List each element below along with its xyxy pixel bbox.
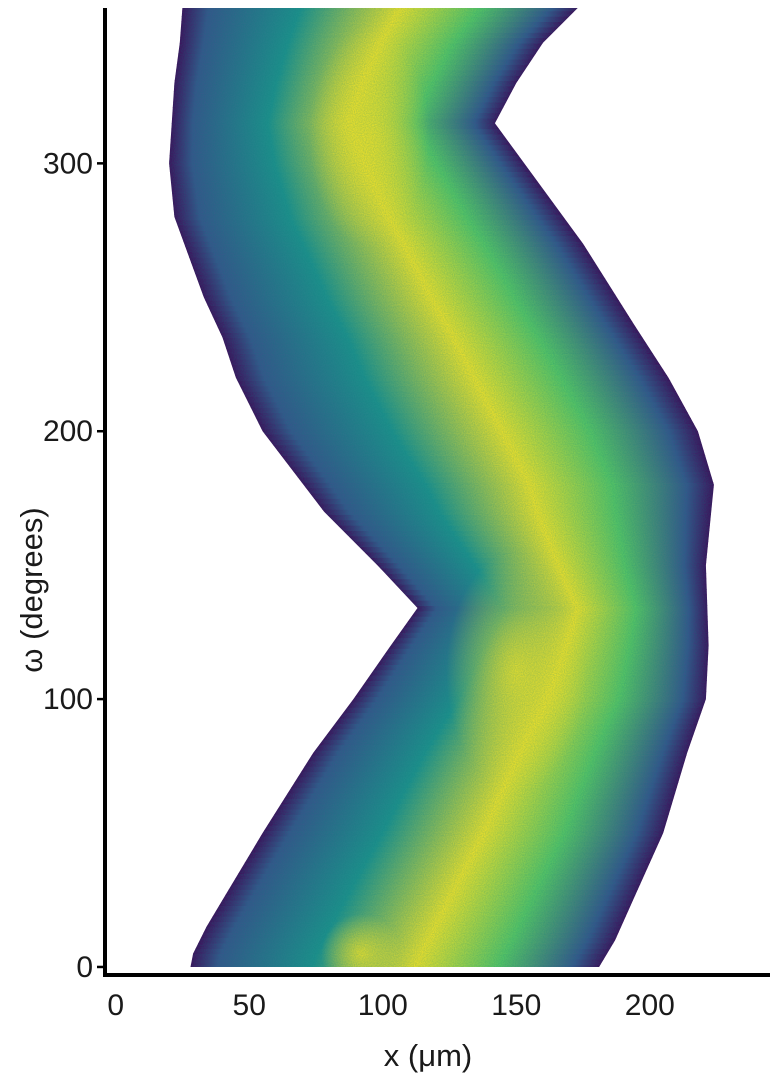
y-tick-label: 300 [43, 147, 93, 180]
x-tick-label: 50 [233, 989, 266, 1022]
x-tick-label: 150 [491, 989, 541, 1022]
y-axis-title: ω (degrees) [14, 507, 49, 673]
axes: 0 100 200 300 0 50 100 150 200 [43, 8, 770, 1022]
y-tick-label: 100 [43, 683, 93, 716]
y-tick-label: 200 [43, 415, 93, 448]
x-tick-label: 0 [107, 989, 124, 1022]
x-axis-title: x (μm) [384, 1038, 472, 1073]
x-tick-label: 100 [358, 989, 408, 1022]
y-tick-label: 0 [76, 951, 93, 984]
axis-labels: x (μm) ω (degrees) [14, 507, 472, 1073]
x-tick-label: 200 [625, 989, 675, 1022]
